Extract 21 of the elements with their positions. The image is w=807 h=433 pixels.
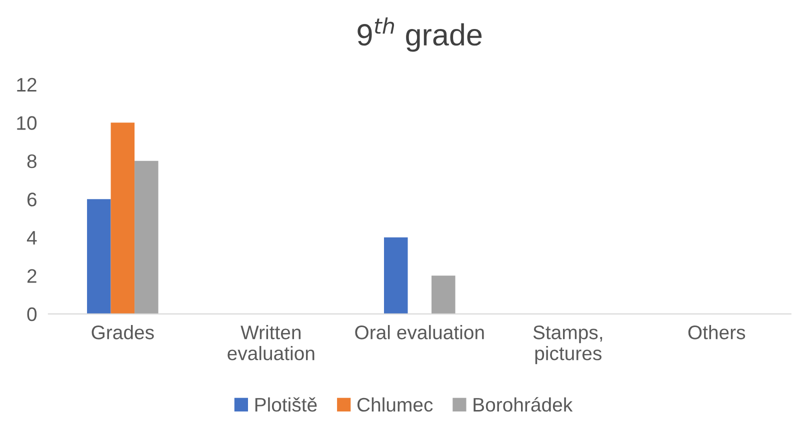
chart-title: 9$^{th}$ grade	[358, 17, 482, 52]
x-tick-label: Grades	[92, 325, 154, 340]
bar	[432, 276, 456, 314]
legend-label: Borohrádek	[474, 397, 573, 412]
bar	[110, 122, 135, 314]
y-tick-label: 0	[27, 307, 37, 322]
y-tick-label: 4	[26, 231, 37, 244]
legend-label: Chlumec	[357, 397, 433, 412]
y-tick-label: 2	[27, 269, 36, 283]
y-tick-label: 6	[27, 192, 36, 206]
x-tick-label: Others	[688, 325, 746, 340]
x-tick-label: Stamps, pictures	[533, 326, 602, 364]
y-tick-label: 8	[27, 154, 36, 168]
x-tick-label: Written evaluation	[228, 325, 314, 360]
bar	[134, 160, 158, 314]
y-tick-label: 12	[17, 78, 36, 92]
bar	[87, 199, 111, 314]
bar	[384, 237, 408, 314]
legend-label: Plotiště	[255, 397, 317, 412]
y-tick-label: 10	[17, 116, 37, 130]
x-tick-label: Oral evaluation	[355, 325, 484, 340]
